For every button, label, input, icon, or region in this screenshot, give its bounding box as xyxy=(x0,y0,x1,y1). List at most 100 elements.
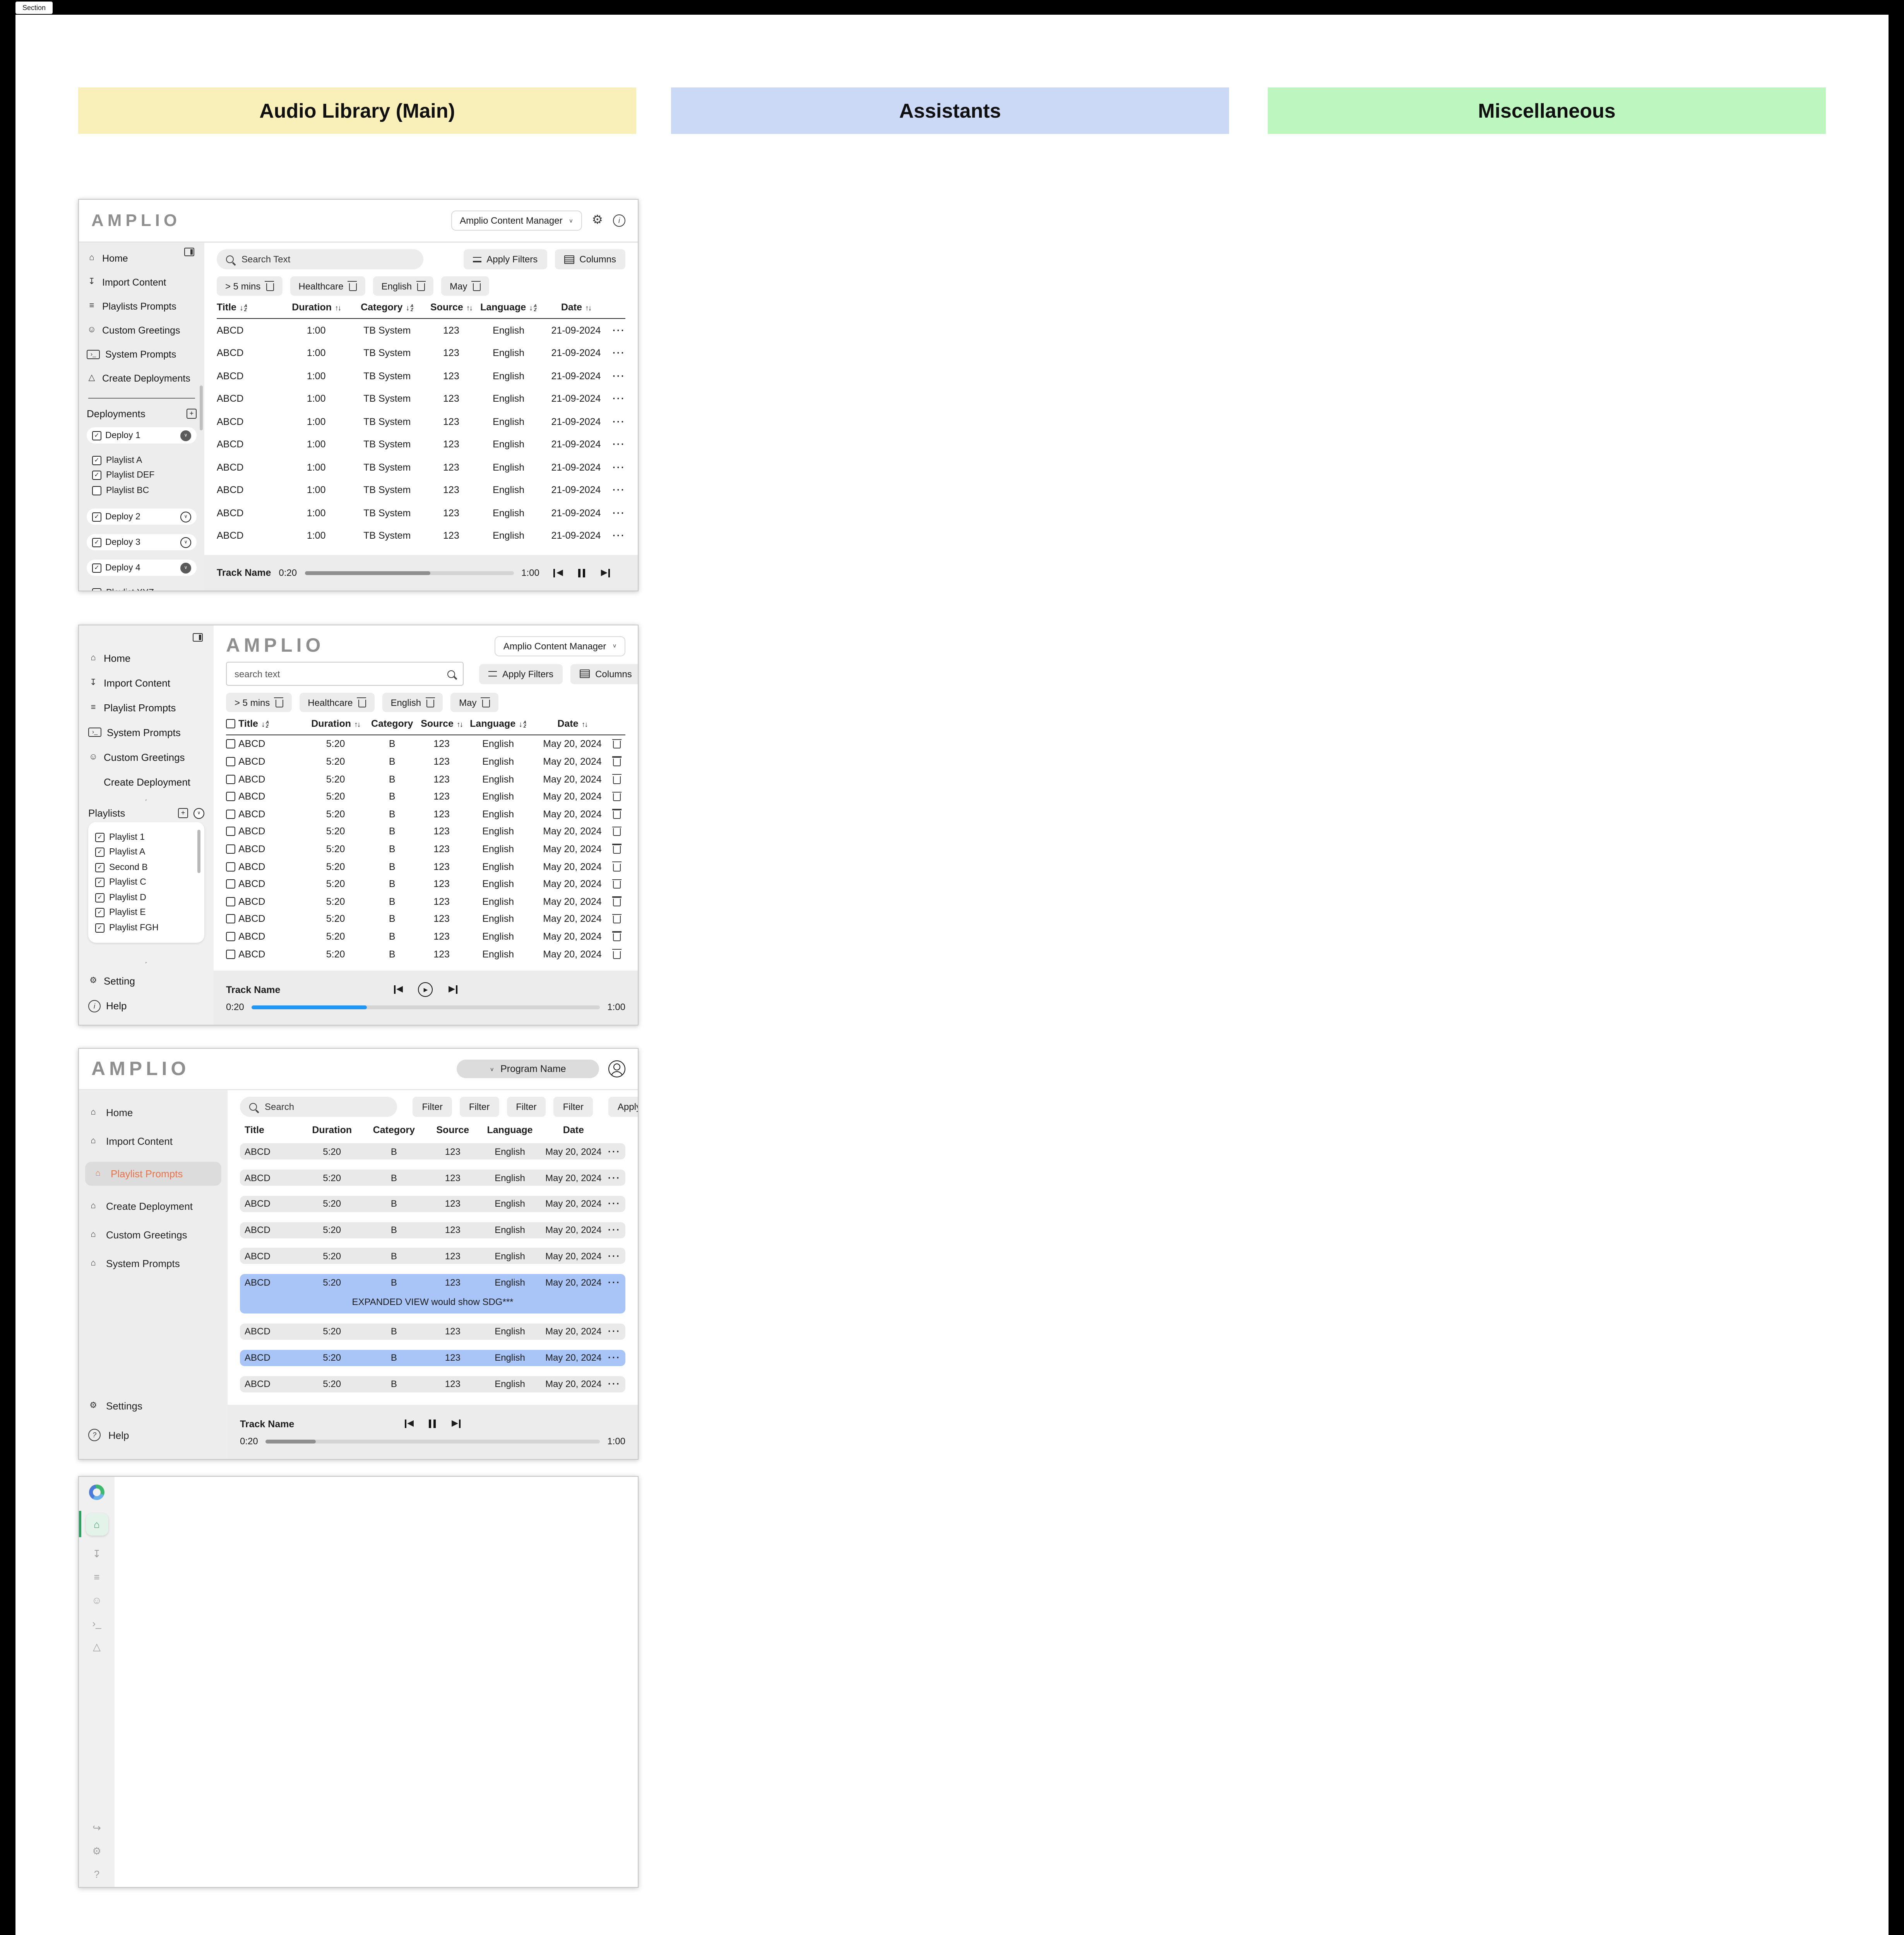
sort-icon[interactable]: ↓ A Z xyxy=(239,304,247,313)
section-tab[interactable]: Section xyxy=(15,2,53,14)
sort-icon[interactable]: ↑↓ xyxy=(335,304,341,313)
program-selector[interactable]: ∨ Program Name xyxy=(457,1060,599,1078)
checkbox[interactable] xyxy=(226,739,235,749)
table-row[interactable]: ABCD 5:20 B 123 English May 20, 2024 xyxy=(226,894,625,909)
rail-item-settings[interactable]: ⚙ xyxy=(92,1845,101,1857)
table-row[interactable]: ABCD 1:00 TB System 123 English 21-09-2024 ··· xyxy=(217,459,625,476)
sort-icon[interactable]: ↓ A Z xyxy=(529,304,537,313)
checkbox[interactable] xyxy=(226,792,235,801)
row-menu-icon[interactable]: ··· xyxy=(608,1224,621,1236)
playlist-item[interactable]: ✓ Second B xyxy=(95,863,197,872)
search-input[interactable]: Search xyxy=(240,1097,397,1117)
row-menu-icon[interactable]: ··· xyxy=(613,393,625,404)
rail-item-system-prompts[interactable]: ›_ xyxy=(92,1618,101,1629)
trash-icon[interactable] xyxy=(612,844,622,854)
filter-chip-english[interactable]: English xyxy=(382,693,443,712)
checkbox[interactable]: ✓ xyxy=(92,512,101,521)
chevron-down-icon[interactable]: ∨ xyxy=(180,511,191,522)
trash-icon[interactable] xyxy=(612,791,622,801)
table-row[interactable]: ABCD 1:00 TB System 123 English 21-09-2024 ··· xyxy=(217,322,625,339)
table-row[interactable]: ABCD 5:20 B 123 English May 20, 2024 xyxy=(226,754,625,769)
sort-icon[interactable]: ↑↓ xyxy=(456,721,463,729)
trash-icon[interactable] xyxy=(416,281,426,291)
table-row[interactable]: ABCD 1:00 TB System 123 English 21-09-2024 ··· xyxy=(217,391,625,407)
table-row[interactable]: ABCD 5:20 B 123 English May 20, 2024 ··· xyxy=(240,1376,625,1392)
playlists-scrollbar[interactable] xyxy=(197,830,200,873)
sort-icon[interactable]: ↑↓ xyxy=(585,304,592,313)
deployment-item[interactable]: ✓ Deploy 4 ∨ xyxy=(87,560,197,576)
table-row[interactable]: ABCD 5:20 B 123 English May 20, 2024 xyxy=(226,807,625,821)
row-menu-icon[interactable]: ··· xyxy=(613,370,625,382)
sort-icon[interactable]: ↓ A Z xyxy=(406,304,414,313)
checkbox[interactable]: ✓ xyxy=(95,863,104,872)
sidebar-item-settings[interactable]: ⚙ Settings xyxy=(88,1400,218,1412)
trash-icon[interactable] xyxy=(481,697,490,707)
trash-icon[interactable] xyxy=(274,697,284,707)
deployment-item[interactable]: ✓ Deploy 3 ∨ xyxy=(87,534,197,550)
play-icon[interactable]: ▶ xyxy=(418,982,433,997)
sidebar-item-system-prompts[interactable]: ⌂ System Prompts xyxy=(88,1258,218,1269)
trash-icon[interactable] xyxy=(471,281,481,291)
table-row[interactable]: ABCD 1:00 TB System 123 English 21-09-2024 ··· xyxy=(217,414,625,430)
sidebar-scrollbar[interactable] xyxy=(200,385,203,430)
table-row[interactable]: ABCD 5:20 B 123 English May 20, 2024 xyxy=(226,737,625,752)
filter-chip-5-mins[interactable]: > 5 mins xyxy=(217,276,283,296)
trash-icon[interactable] xyxy=(612,879,622,889)
table-row[interactable]: ABCD 5:20 B 123 English May 20, 2024 ··· xyxy=(240,1349,625,1366)
table-row[interactable]: ABCD 5:20 B 123 English May 20, 2024 ··· xyxy=(240,1170,625,1186)
table-row[interactable]: ABCD 5:20 B 123 English May 20, 2024 xyxy=(226,789,625,804)
checkbox[interactable]: ✓ xyxy=(92,563,101,572)
row-menu-icon[interactable]: ··· xyxy=(608,1146,621,1157)
chevron-down-icon[interactable]: ∨ xyxy=(180,562,191,573)
checkbox[interactable]: ✓ xyxy=(92,588,101,591)
table-row[interactable]: ABCD 1:00 TB System 123 English 21-09-2024 ··· xyxy=(217,345,625,361)
row-menu-icon[interactable]: ··· xyxy=(608,1172,621,1183)
checkbox[interactable] xyxy=(226,932,235,941)
row-menu-icon[interactable]: ··· xyxy=(613,530,625,541)
sort-icon[interactable]: ↑↓ xyxy=(354,721,361,729)
add-playlist-icon[interactable]: + xyxy=(178,808,188,818)
trash-icon[interactable] xyxy=(612,774,622,784)
app-selector[interactable]: Amplio Content Manager ∨ xyxy=(495,636,625,656)
filter-button-4[interactable]: Filter xyxy=(553,1097,593,1117)
checkbox[interactable] xyxy=(226,949,235,959)
checkbox[interactable] xyxy=(226,879,235,889)
row-menu-icon[interactable]: ··· xyxy=(608,1378,621,1389)
sidebar-item-create-deployment[interactable]: Create Deployment xyxy=(88,776,204,788)
sidebar-item-create-deployment[interactable]: ⌂ Create Deployment xyxy=(88,1200,218,1212)
search-input[interactable]: search text xyxy=(226,662,464,686)
progress-bar[interactable] xyxy=(305,571,514,575)
row-menu-icon[interactable]: ··· xyxy=(613,348,625,359)
playlist-item[interactable]: ✓ Playlist A xyxy=(95,848,197,857)
sort-icon[interactable]: ↑↓ xyxy=(581,721,588,729)
filter-chip-may[interactable]: May xyxy=(450,693,498,712)
trash-icon[interactable] xyxy=(425,697,435,707)
sidebar-item-system-prompts[interactable]: ›_ System Prompts xyxy=(87,349,197,360)
table-row[interactable]: ABCD 1:00 TB System 123 English 21-09-2024 ··· xyxy=(217,368,625,384)
table-row-expanded[interactable]: ABCD 5:20 B 123 English May 20, 2024 ··· EXPAND… xyxy=(240,1274,625,1314)
sidebar-item-import-content[interactable]: ↧ Import Content xyxy=(87,277,197,288)
table-row[interactable]: ABCD 5:20 B 123 English May 20, 2024 ··· xyxy=(240,1248,625,1264)
trash-icon[interactable] xyxy=(612,931,622,941)
checkbox[interactable]: ✓ xyxy=(95,908,104,917)
checkbox[interactable]: ✓ xyxy=(92,538,101,547)
sidebar-item-playlist-prompts[interactable]: ⌂ Playlist Prompts xyxy=(85,1162,221,1186)
filter-chip-healthcare[interactable]: Healthcare xyxy=(290,276,365,296)
trash-icon[interactable] xyxy=(348,281,357,291)
trash-icon[interactable] xyxy=(612,914,622,924)
rail-item-create-deployments[interactable]: △ xyxy=(93,1641,101,1652)
collapse-sidebar-icon[interactable] xyxy=(193,633,203,642)
rail-item-home[interactable]: ⌂ xyxy=(86,1513,108,1536)
previous-track-icon[interactable]: ◀ xyxy=(404,1419,414,1428)
row-menu-icon[interactable]: ··· xyxy=(608,1198,621,1209)
apply-filters-button[interactable]: Apply Filters xyxy=(479,664,563,684)
checkbox[interactable] xyxy=(226,774,235,784)
row-menu-icon[interactable]: ··· xyxy=(613,416,625,427)
filter-button-2[interactable]: Filter xyxy=(459,1097,499,1117)
sidebar-item-help[interactable]: i Help xyxy=(88,1000,204,1012)
sort-icon[interactable]: ↓ A Z xyxy=(519,720,527,729)
chevron-down-icon[interactable]: ∨ xyxy=(193,808,204,819)
checkbox[interactable]: ✓ xyxy=(92,471,101,480)
next-track-icon[interactable]: ▶ xyxy=(449,985,459,994)
row-menu-icon[interactable]: ··· xyxy=(613,325,625,336)
